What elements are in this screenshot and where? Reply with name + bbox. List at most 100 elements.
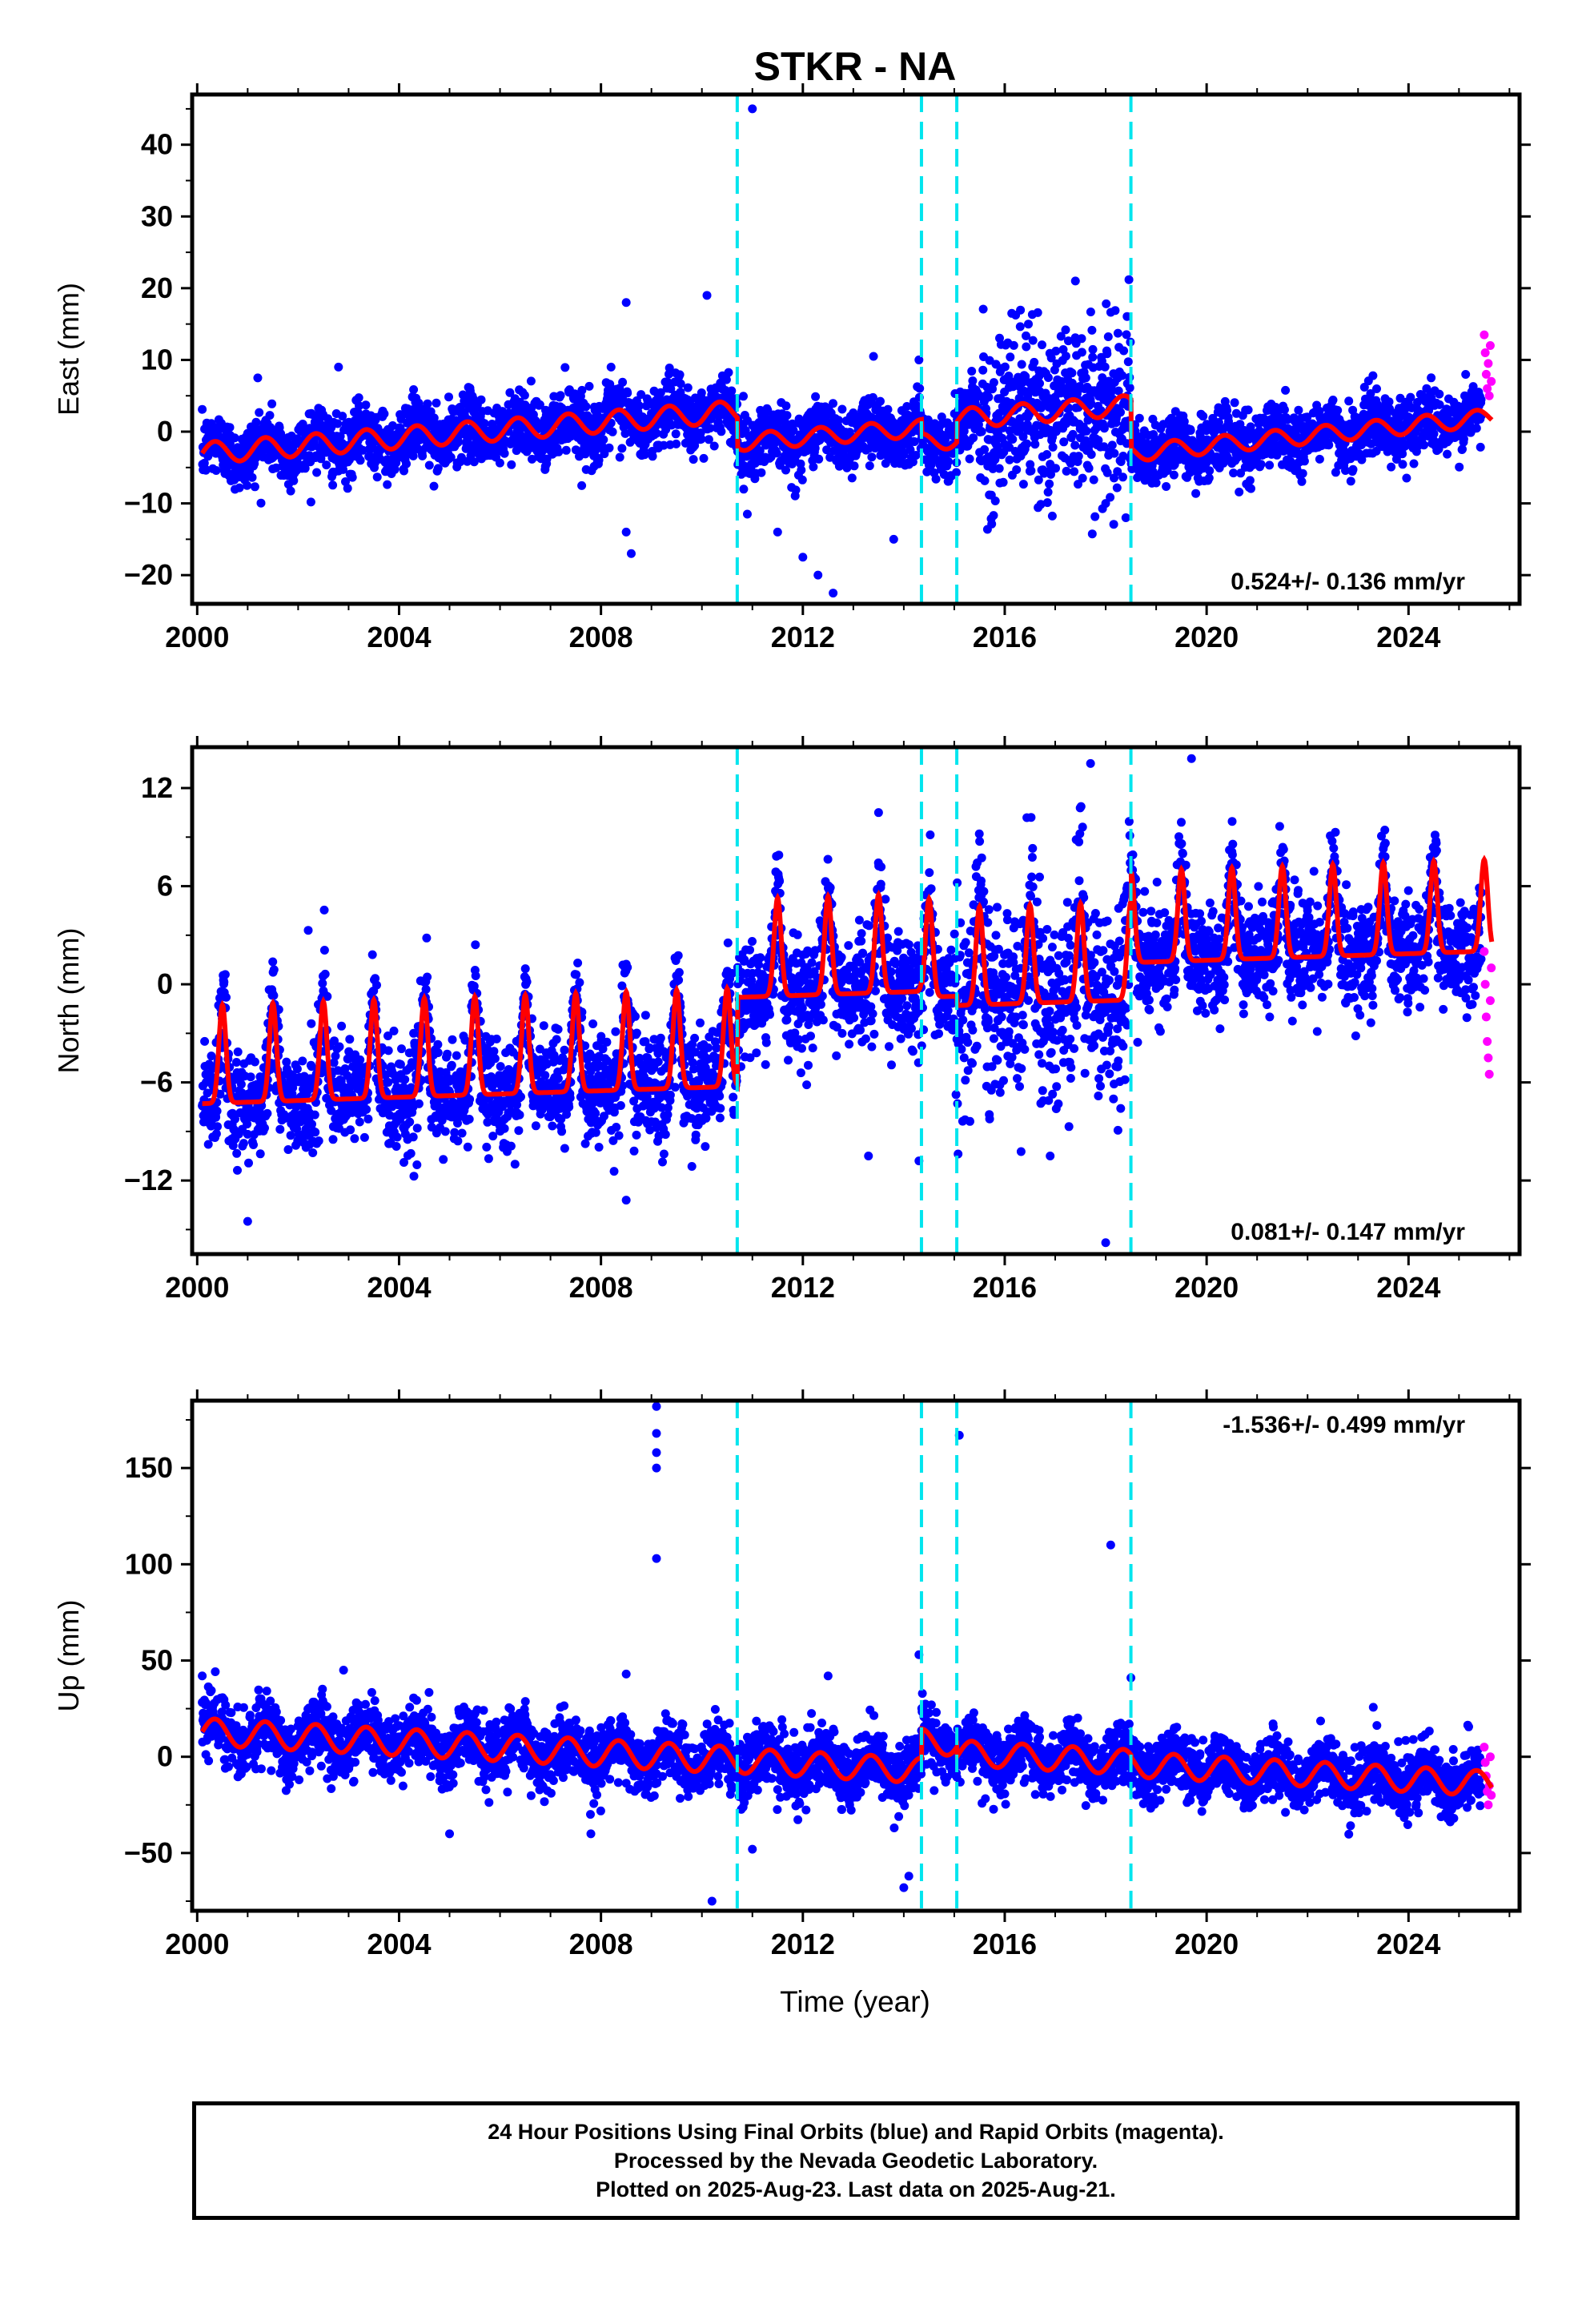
point-final-orbit [1089,475,1098,485]
point-final-orbit [298,1056,307,1066]
point-final-orbit [876,396,885,406]
point-final-orbit [1123,357,1133,367]
point-final-orbit [283,1145,293,1154]
point-final-orbit [355,1055,365,1064]
point-final-orbit-outlier [621,298,631,308]
point-final-orbit [1134,413,1144,423]
point-final-orbit [1067,368,1077,378]
point-final-orbit [269,965,279,975]
point-final-orbit [772,448,781,458]
point-final-orbit [697,388,706,397]
point-final-orbit [311,1128,320,1137]
point-final-orbit [739,392,748,401]
point-final-orbit [333,419,343,428]
point-final-orbit [883,404,893,414]
point-final-orbit [969,433,978,443]
point-rapid-orbit [1480,348,1490,357]
point-final-orbit-outlier [621,527,631,537]
point-final-orbit [275,1124,285,1134]
point-final-orbit [1247,484,1255,493]
point-final-orbit [978,365,988,375]
point-final-orbit [967,367,977,376]
point-final-orbit [1077,348,1086,357]
plot-frame [190,92,1522,606]
point-final-orbit [1068,429,1078,439]
point-final-orbit [367,950,377,959]
point-final-orbit [1074,452,1083,461]
point-final-orbit [1028,336,1038,345]
point-final-orbit [1243,405,1253,415]
y-tick-label: −10 [124,487,173,520]
point-final-orbit [1086,450,1096,459]
point-final-orbit [480,419,489,428]
point-final-orbit [968,376,978,385]
rate-label: 0.524+/- 0.136 mm/yr [1231,569,1465,595]
point-final-orbit [251,417,261,427]
point-final-orbit [263,1108,272,1118]
point-final-orbit [250,1057,259,1067]
point-final-orbit [236,1080,246,1089]
y-tick-label: 40 [141,128,173,161]
point-final-orbit [1110,306,1120,316]
point-final-orbit [500,448,509,458]
point-final-orbit [998,477,1008,487]
point-final-orbit [781,401,791,411]
point-final-orbit [1372,384,1381,393]
point-final-orbit [1022,439,1032,448]
x-tick-label: 2016 [973,621,1037,653]
point-final-orbit [1297,476,1307,486]
point-final-orbit [1368,371,1378,380]
point-final-orbit [211,466,221,475]
point-final-orbit [1191,489,1201,498]
point-final-orbit [697,434,706,444]
point-final-orbit [362,1104,371,1114]
point-final-orbit [269,991,279,1000]
point-rapid-orbit [1484,391,1494,400]
point-final-orbit [1116,408,1125,417]
point-final-orbit [444,392,453,402]
point-final-orbit [1078,473,1087,483]
point-final-orbit [675,370,685,380]
point-final-orbit [1162,482,1171,491]
point-final-orbit [984,392,994,402]
point-final-orbit [833,416,843,425]
point-final-orbit [618,377,628,387]
y-tick-label: 30 [141,199,173,232]
point-final-orbit [1299,456,1309,466]
point-final-orbit [429,481,439,491]
point-final-orbit [1344,396,1354,406]
point-final-orbit [1070,440,1080,450]
point-final-orbit [1042,450,1052,459]
point-final-orbit [322,460,331,470]
point-final-orbit [292,1064,302,1074]
point-final-orbit [791,485,801,495]
point-final-orbit [915,384,925,393]
point-final-orbit [1387,462,1396,472]
x-tick-label: 2020 [1174,621,1239,653]
point-final-orbit [1119,346,1129,356]
point-final-orbit [1070,467,1079,476]
point-final-orbit [1026,466,1036,476]
point-final-orbit [328,480,338,490]
point-final-orbit [1102,349,1112,359]
point-final-orbit [1099,424,1109,433]
point-final-orbit-outlier [813,570,823,580]
point-final-orbit [1051,346,1061,356]
point-final-orbit [1118,472,1127,482]
point-final-orbit [212,1106,222,1116]
point-final-orbit [1328,396,1338,404]
point-final-orbit [201,465,211,475]
point-rapid-orbit [1487,376,1496,386]
point-final-orbit [829,399,837,408]
point-final-orbit [1124,275,1134,284]
point-final-orbit-outlier [869,352,878,361]
point-final-orbit [1199,412,1208,421]
point-final-orbit [994,464,1004,473]
point-final-orbit [233,1165,242,1175]
point-final-orbit [1186,426,1195,435]
point-final-orbit [354,393,363,403]
point-final-orbit [865,461,874,471]
point-final-orbit [1051,464,1060,473]
point-final-orbit [1435,389,1444,399]
point-final-orbit [408,451,418,460]
